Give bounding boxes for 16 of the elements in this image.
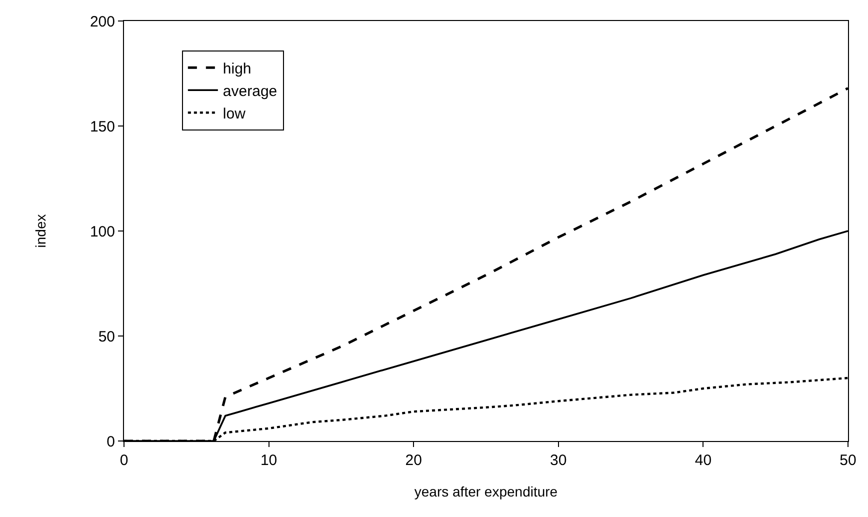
x-tick-label: 30 <box>550 452 567 469</box>
x-tick-label: 0 <box>120 452 128 469</box>
y-tick-label: 0 <box>106 433 115 450</box>
legend-label: low <box>222 106 246 122</box>
y-tick-label: 200 <box>90 13 115 30</box>
x-axis-title: years after expenditure <box>414 483 558 500</box>
x-tick-label: 40 <box>694 452 712 469</box>
y-tick-label: 50 <box>98 328 115 346</box>
x-tick-label: 50 <box>840 452 856 469</box>
y-tick-label: 150 <box>90 118 115 136</box>
legend-label: high <box>222 60 252 78</box>
x-tick-label: 10 <box>260 452 278 469</box>
y-tick-label: 100 <box>90 223 115 240</box>
x-tick-label: 20 <box>405 452 422 469</box>
y-axis-title: index <box>32 214 49 248</box>
legend-label: average <box>222 83 278 100</box>
